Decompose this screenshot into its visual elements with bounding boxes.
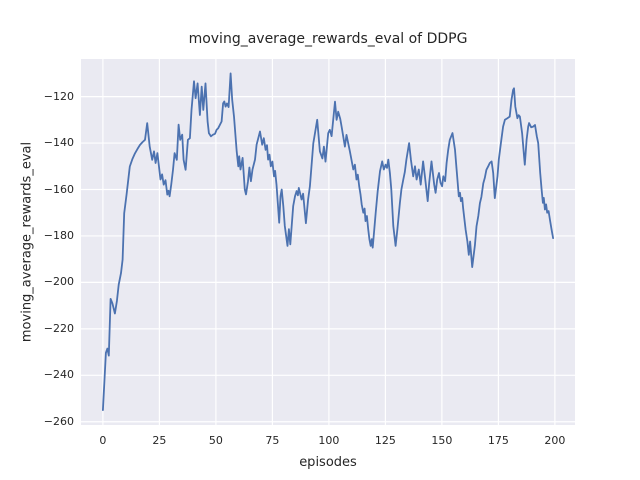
x-tick-label: 175 bbox=[487, 434, 509, 447]
series-line bbox=[102, 72, 554, 411]
y-axis-label: moving_average_rewards_eval bbox=[19, 141, 35, 343]
y-tick-label: −160 bbox=[43, 182, 74, 196]
x-tick-label: 25 bbox=[152, 434, 167, 447]
y-tick-label: −200 bbox=[43, 275, 74, 289]
x-tick-label: 75 bbox=[265, 434, 280, 447]
x-tick-label: 125 bbox=[374, 434, 396, 447]
y-tick-label: −260 bbox=[43, 414, 74, 428]
x-tick-label: 100 bbox=[318, 434, 340, 447]
x-tick-label: 50 bbox=[208, 434, 223, 447]
x-tick-label: 0 bbox=[99, 434, 107, 447]
x-tick-label: 150 bbox=[431, 434, 453, 447]
y-tick-label: −240 bbox=[43, 368, 74, 382]
y-tick-label: −180 bbox=[43, 228, 74, 242]
x-axis-label: episodes bbox=[299, 455, 357, 470]
x-tick-label: 200 bbox=[544, 434, 566, 447]
chart-title: moving_average_rewards_eval of DDPG bbox=[188, 31, 468, 47]
y-tick-label: −220 bbox=[43, 321, 74, 335]
axes-background bbox=[81, 59, 575, 425]
y-tick-label: −140 bbox=[43, 136, 74, 150]
y-tick-label: −120 bbox=[43, 89, 74, 103]
